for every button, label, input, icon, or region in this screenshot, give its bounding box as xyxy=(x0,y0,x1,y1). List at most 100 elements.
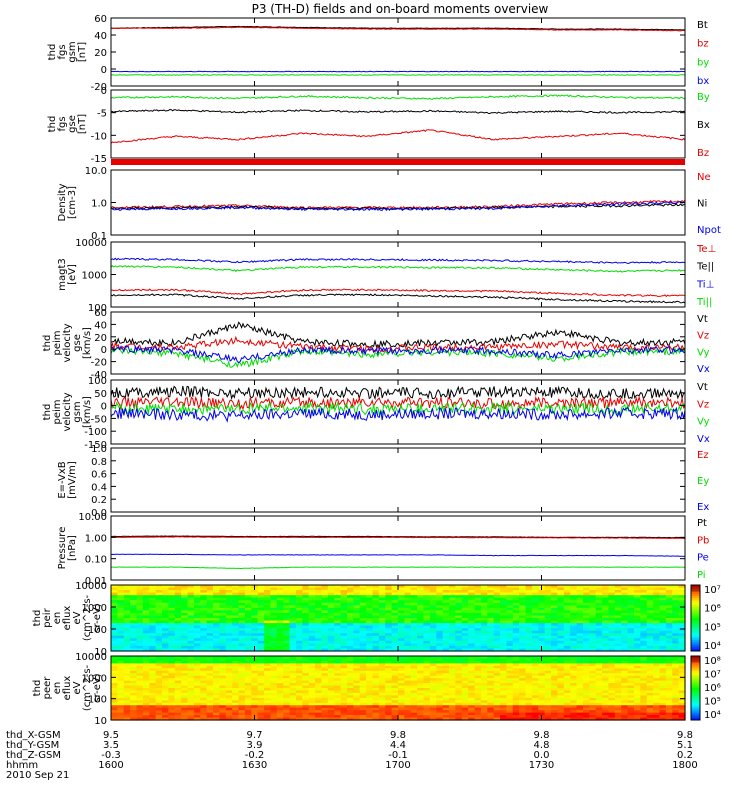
y-tick-label: -5 xyxy=(97,109,107,120)
colorbar-label: 10⁴ xyxy=(704,641,721,652)
y-axis-label: thd xyxy=(42,404,53,421)
y-axis-label: [mV/m] xyxy=(67,461,78,499)
series-fgs_gsm-Bt xyxy=(110,25,686,31)
series-fgs_gse-Bx xyxy=(110,108,686,115)
y-axis-label: [nPa] xyxy=(67,535,78,561)
y-axis-label: gsm xyxy=(67,41,78,62)
y-axis-label: [eV] xyxy=(67,264,78,285)
y-tick-label: 0.10 xyxy=(85,555,107,566)
y-axis-label: eV xyxy=(72,681,83,694)
series-fgs_gse-Bz xyxy=(110,129,686,144)
legend-Pt: Pt xyxy=(697,518,707,529)
series-density-Npot xyxy=(110,201,686,211)
x-tick-value: 1600 xyxy=(98,760,123,771)
y-tick-label: 0.1 xyxy=(91,231,107,242)
y-tick-label: 10000 xyxy=(75,581,107,592)
legend-Ni: Ni xyxy=(697,199,707,210)
legend-by: by xyxy=(697,57,709,68)
series-peim_gsm-Vt xyxy=(110,385,686,401)
y-tick-label: 10 xyxy=(94,716,107,727)
y-axis-label: thd xyxy=(32,680,43,697)
legend-Pe: Pe xyxy=(697,553,709,564)
panel-fgs_gsm: Bt bz by bx 60 40 20 0 -20 thd fgs gsm [nT] xyxy=(47,14,709,93)
y-tick-label: 1.0 xyxy=(91,199,107,210)
panel-peim_gsm: Vt Vz Vy Vx 100 50 0-50 -100 -150 thd peim velocity… xyxy=(42,376,710,451)
y-axis-label: peir xyxy=(42,607,53,627)
y-tick-label: 50 xyxy=(94,389,107,400)
y-tick-label: -20 xyxy=(91,358,107,369)
legend-Te⊥: Te⊥ xyxy=(696,244,716,255)
legend-Vz: Vz xyxy=(697,331,709,342)
x-tick-value: 1800 xyxy=(672,760,697,771)
y-axis-label: sr-eV) xyxy=(92,673,103,702)
legend-Pi: Pi xyxy=(697,570,706,581)
legend-Ey: Ey xyxy=(697,476,709,487)
y-axis-label: eflux xyxy=(62,676,73,701)
colorbar-label: 10⁸ xyxy=(704,656,721,667)
x-tick-value: -0.1 xyxy=(388,750,408,761)
legend-Bz: Bz xyxy=(697,148,709,159)
series-temps-Te⊥ xyxy=(110,288,686,298)
y-tick-label: 1000 xyxy=(82,603,107,614)
colorbar-label: 10⁷ xyxy=(704,585,721,596)
colorbar-peir xyxy=(690,584,701,652)
y-tick-label: 1000 xyxy=(82,673,107,684)
legend-Vy: Vy xyxy=(697,417,710,428)
y-axis-label: en xyxy=(52,612,63,625)
panel-efield: Ez Ey Ex 1.0 0.8 0.60.4 0.2 0.0 E=-VxB [mV/m] xyxy=(57,444,709,519)
colorbar-peer xyxy=(690,655,701,721)
y-axis-label: [nT] xyxy=(77,114,88,134)
x-tick-value: 3.9 xyxy=(247,740,263,751)
y-tick-label: 100 xyxy=(88,303,107,314)
x-axis-row-label: thd_Z-GSM xyxy=(6,750,61,761)
legend-bz: bz xyxy=(697,39,709,50)
legend-Vx: Vx xyxy=(697,364,710,375)
y-tick-label: 10000 xyxy=(75,652,107,663)
y-tick-label: -100 xyxy=(84,427,107,438)
y-tick-label: 10.0 xyxy=(85,166,107,177)
y-tick-label: 1000 xyxy=(82,271,107,282)
x-axis-row-label: thd_X-GSM xyxy=(6,730,61,741)
legend-Vt: Vt xyxy=(697,314,708,325)
y-tick-label: -20 xyxy=(91,82,107,93)
legend-Pb: Pb xyxy=(697,535,709,546)
panel-frame xyxy=(110,241,686,308)
series-peim_gse-Vz xyxy=(110,335,686,353)
legend-Te||: Te|| xyxy=(696,262,714,273)
x-tick-value: 4.8 xyxy=(534,740,550,751)
y-tick-label: 10.00 xyxy=(78,512,107,523)
panel-fgs_gse: By Bx Bz 0 -5 -10 -15 thd fgs gse [nT] xyxy=(47,86,710,165)
colorbar-label: 10⁶ xyxy=(704,604,721,615)
series-peim_gse-Vx xyxy=(110,344,686,364)
colorbar-label: 10⁷ xyxy=(704,670,721,681)
y-axis-label: E=-VxB xyxy=(57,461,68,498)
y-axis-label: fgs xyxy=(57,116,68,131)
x-tick-value: 1700 xyxy=(385,760,410,771)
panel-temps: Te⊥ Te|| Ti⊥ Ti|| 10000 1000 100 magt3 [eV] xyxy=(57,238,716,314)
series-pressure-Pe xyxy=(110,553,686,557)
y-tick-label: 60 xyxy=(94,308,107,319)
x-tick-value: 3.5 xyxy=(103,740,119,751)
x-axis-row-label: thd_Y-GSM xyxy=(6,740,59,751)
y-tick-label: 1.0 xyxy=(91,444,107,455)
y-tick-label: 0.6 xyxy=(91,470,107,481)
colorbar-label: 10⁵ xyxy=(704,697,721,708)
legend-Ti||: Ti|| xyxy=(696,297,712,308)
panel-density: Ne Ni Npot 10.0 1.0 0.1 Density [cm-3] xyxy=(57,166,721,242)
y-axis-label: eflux xyxy=(62,606,73,631)
x-tick-value: 9.7 xyxy=(247,730,263,741)
y-tick-label: 100 xyxy=(88,376,107,387)
series-fgs_gsm-bz xyxy=(110,26,686,32)
series-temps-Te|| xyxy=(110,293,686,304)
x-tick-value: 1730 xyxy=(529,760,554,771)
y-axis-label: gse xyxy=(67,115,78,133)
x-tick-value: 4.4 xyxy=(390,740,406,751)
y-tick-label: 20 xyxy=(94,48,107,59)
series-temps-Ti|| xyxy=(110,265,686,273)
colorbar-label: 10⁴ xyxy=(704,710,721,721)
panel-peir: 10⁷ 10⁶ 10⁵ 10⁴ 10000 1000 100 10 thd peir en eflux… xyxy=(32,581,721,658)
y-axis-label: (cm^2-s- xyxy=(82,664,93,711)
colorbar-label: 10⁶ xyxy=(704,683,721,694)
x-tick-value: 0.2 xyxy=(677,750,693,761)
